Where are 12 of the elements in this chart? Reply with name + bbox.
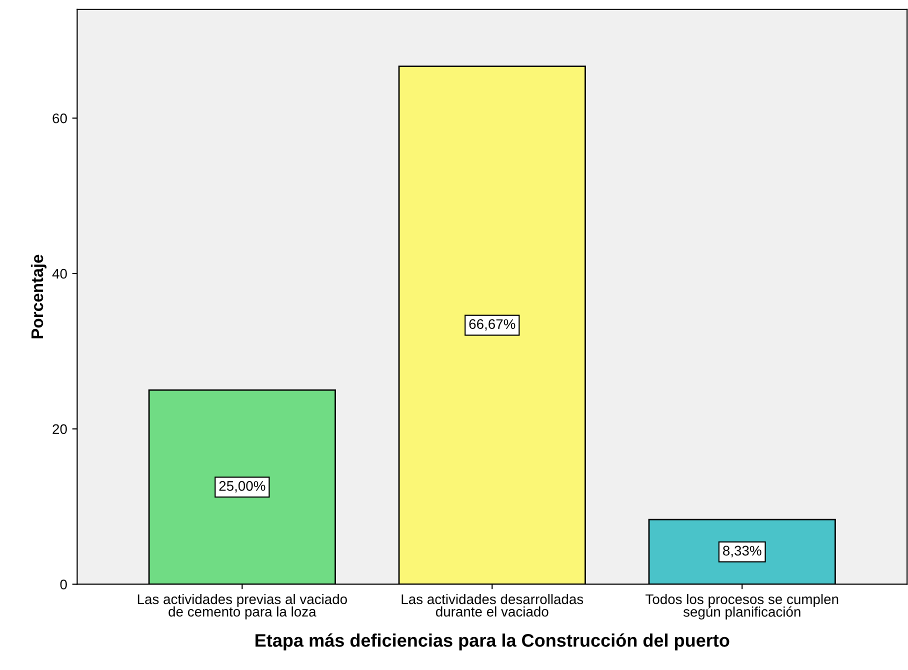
y-tick-label: 60	[52, 113, 67, 124]
y-tick-label: 20	[52, 424, 67, 434]
data-label: 25,00%	[219, 481, 266, 493]
y-tick-label: 0	[60, 580, 67, 590]
x-tick-label: Las actividades previas al vaciado de cemento para la loza	[138, 594, 347, 620]
y-axis-title: Porcentaje	[30, 254, 46, 338]
y-tick-label: 40	[52, 268, 67, 279]
data-label: 8,33%	[723, 546, 762, 558]
x-tick-label: Todos los procesos se cumplen según planificación	[646, 594, 838, 620]
x-tick-label: Las actividades desarrolladas durante el vaciado	[402, 594, 584, 617]
x-axis-title: Etapa más deficiencias para la Construcción del puerto	[256, 633, 730, 650]
data-label: 66,67%	[469, 319, 516, 331]
